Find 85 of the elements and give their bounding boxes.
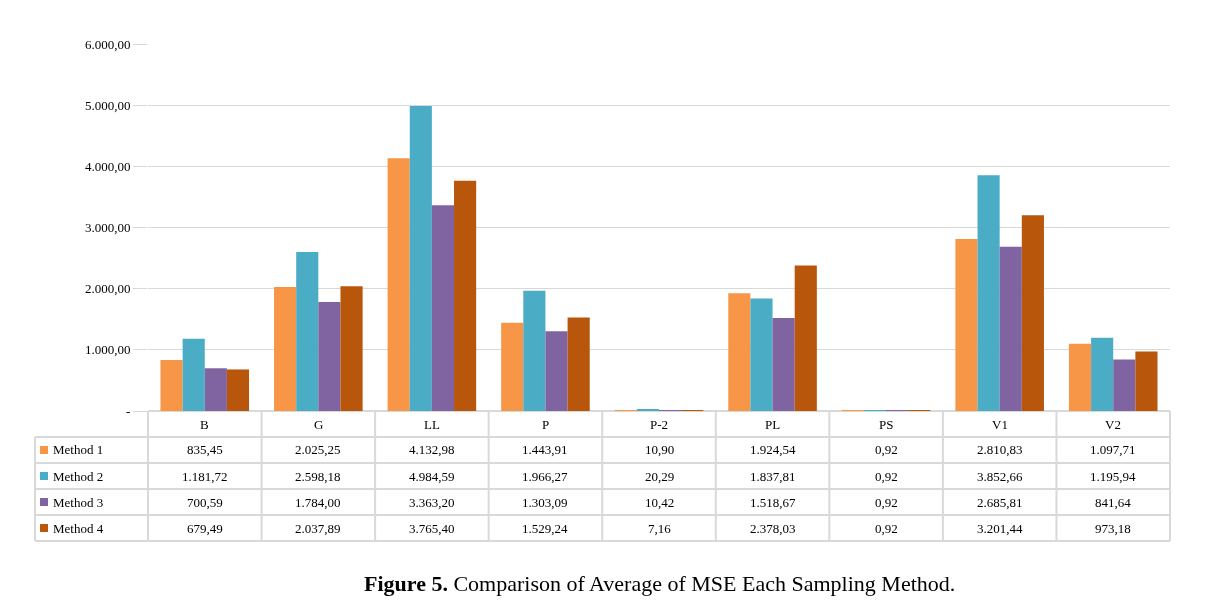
data-label: 2.685,81 [977, 495, 1023, 510]
data-label: 679,49 [187, 521, 223, 536]
data-label: 2.037,89 [295, 521, 341, 536]
bar [772, 318, 795, 411]
bar [387, 158, 410, 411]
data-label: 1.837,81 [750, 469, 796, 484]
y-tick-label: 1.000,00 [84, 342, 131, 358]
data-label: 1.529,24 [522, 521, 568, 536]
data-label: 1.303,09 [522, 495, 568, 510]
bar [545, 331, 568, 411]
bar [340, 286, 363, 411]
bar [567, 317, 590, 411]
data-label: 1.518,67 [750, 495, 796, 510]
y-tick-label: 5.000,00 [84, 97, 131, 113]
legend-label: Method 4 [53, 521, 104, 536]
data-label: 1.966,27 [522, 469, 568, 484]
data-label: 841,64 [1095, 495, 1132, 510]
bar [226, 369, 250, 411]
bar [999, 246, 1022, 411]
y-tick-label: 6.000,00 [84, 36, 131, 52]
data-label: 1.195,94 [1090, 469, 1136, 484]
data-label: 1.784,00 [295, 495, 341, 510]
data-label: 10,90 [645, 442, 675, 457]
bar [296, 252, 319, 411]
data-label: 1.443,91 [522, 442, 568, 457]
data-label: 700,59 [187, 495, 223, 510]
y-tick-label: 3.000,00 [84, 220, 131, 236]
data-label: 4.132,98 [409, 442, 455, 457]
x-tick-label: P-2 [650, 417, 669, 432]
bar [1135, 351, 1158, 411]
legend-label: Method 1 [53, 442, 104, 457]
bar [728, 293, 751, 411]
legend-label: Method 3 [53, 495, 104, 510]
y-tick-label: 4.000,00 [84, 158, 131, 174]
bar [523, 290, 546, 411]
bar [409, 106, 432, 411]
bar [318, 301, 341, 411]
x-tick-label: LL [424, 417, 440, 432]
data-label: 0,92 [875, 442, 898, 457]
bar [750, 298, 773, 411]
data-label: 2.598,18 [295, 469, 341, 484]
bar [1068, 343, 1092, 411]
data-label: 20,29 [645, 469, 675, 484]
y-tick-label: - [126, 403, 131, 419]
bar [182, 338, 205, 411]
bar [1021, 215, 1044, 411]
bar [160, 359, 183, 411]
bar [977, 175, 1000, 411]
bar [454, 180, 477, 411]
data-label: 0,92 [875, 521, 898, 536]
data-label: 0,92 [875, 469, 898, 484]
bar [955, 239, 978, 411]
x-tick-label: PL [765, 417, 781, 432]
x-tick-label: G [314, 417, 324, 432]
bar [1113, 359, 1136, 411]
data-label: 7,16 [648, 521, 672, 536]
data-label: 0,92 [875, 495, 898, 510]
data-label: 3.201,44 [977, 521, 1023, 536]
data-label: 1.924,54 [750, 442, 796, 457]
x-tick-label: V2 [1105, 417, 1121, 432]
data-label: 2.378,03 [750, 521, 796, 536]
data-label: 1.181,72 [182, 469, 228, 484]
data-label: 4.984,59 [409, 469, 455, 484]
data-label: 3.363,20 [409, 495, 455, 510]
legend-label: Method 2 [53, 469, 104, 484]
data-label: 3.852,66 [977, 469, 1023, 484]
x-tick-label: B [200, 417, 209, 432]
data-label: 2.810,83 [977, 442, 1023, 457]
data-label: 10,42 [645, 495, 675, 510]
data-label: 2.025,25 [295, 442, 341, 457]
bar [501, 322, 524, 411]
bar [431, 205, 455, 411]
data-label: 835,45 [187, 442, 223, 457]
bar [1091, 337, 1114, 411]
x-tick-label: P [542, 417, 550, 432]
bar [274, 287, 297, 411]
bar [794, 265, 817, 411]
x-tick-label: V1 [992, 417, 1008, 432]
bar [204, 368, 227, 411]
data-label: 973,18 [1095, 521, 1131, 536]
data-label: 1.097,71 [1090, 442, 1136, 457]
x-tick-label: PS [879, 417, 894, 432]
data-label: 3.765,40 [409, 521, 455, 536]
y-tick-label: 2.000,00 [84, 281, 131, 297]
text: Figure 5. Comparison of Average of MSE Each Sampling Method. [364, 571, 956, 596]
